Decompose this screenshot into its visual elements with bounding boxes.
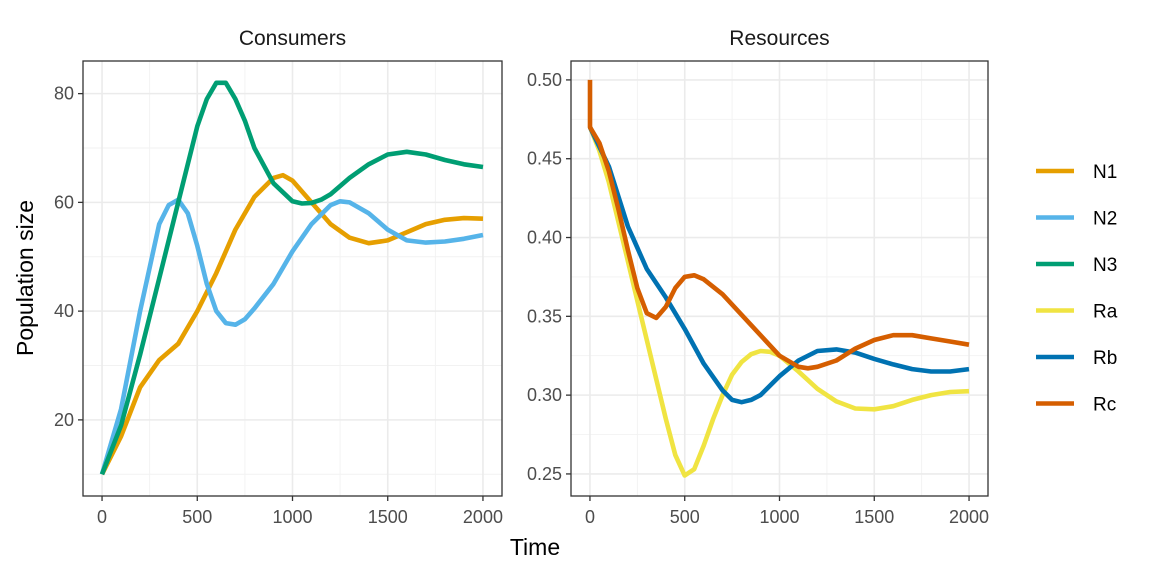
series-line-ra (587, 126, 970, 478)
legend-item-rc: Rc (1036, 395, 1116, 416)
legend-label-n2: N2 (1093, 209, 1117, 230)
x-tick-label: 1000 (272, 507, 312, 527)
series-line-rb (587, 126, 970, 405)
x-tick-label: 2000 (463, 507, 503, 527)
x-tick-label: 1500 (854, 507, 894, 527)
legend-item-n1: N1 (1036, 162, 1117, 183)
y-tick-label: 0.25 (527, 464, 562, 484)
y-tick-label: 60 (54, 192, 74, 212)
series-line-n3 (99, 80, 484, 476)
x-tick-label: 1500 (368, 507, 408, 527)
x-tick-label: 1000 (759, 507, 799, 527)
x-tick-label: 2000 (949, 507, 989, 527)
legend-item-n3: N3 (1036, 255, 1117, 276)
panel-consumers: Consumers 0 500 1000 1500 2000 20 40 60 80 (54, 27, 503, 527)
panel-title-resources: Resources (729, 27, 829, 50)
y-tick-label: 0.35 (527, 306, 562, 326)
series-line-rc (587, 79, 970, 371)
y-tick-label: 0.50 (527, 70, 562, 90)
y-tick-label: 80 (54, 84, 74, 104)
legend-label-n3: N3 (1093, 255, 1117, 276)
panel-resources: Resources 0 500 1000 1500 2000 0.25 0.30 0.35 0.4… (527, 27, 989, 527)
x-axis-title: Time (510, 534, 560, 560)
x-tick-label: 0 (97, 507, 107, 527)
y-tick-label: 0.45 (527, 149, 562, 169)
legend-item-ra: Ra (1036, 302, 1118, 323)
y-tick-label: 0.40 (527, 228, 562, 248)
legend-label-n1: N1 (1093, 162, 1117, 183)
x-tick-label: 500 (182, 507, 212, 527)
y-axis-title: Population size (12, 200, 38, 356)
legend-label-ra: Ra (1093, 302, 1118, 323)
x-tick-label: 0 (585, 507, 595, 527)
y-tick-label: 20 (54, 410, 74, 430)
series-line-n1 (99, 172, 484, 476)
y-tick-label: 40 (54, 301, 74, 321)
legend-label-rb: Rb (1093, 348, 1117, 369)
series-line-n2 (99, 197, 484, 475)
legend-item-n2: N2 (1036, 209, 1117, 230)
panels-layer: Consumers 0 500 1000 1500 2000 20 40 60 80 Resourc… (54, 27, 989, 527)
legend-item-rb: Rb (1036, 348, 1117, 369)
legend-label-rc: Rc (1093, 395, 1116, 416)
panel-title-consumers: Consumers (239, 27, 346, 50)
x-tick-label: 500 (670, 507, 700, 527)
y-tick-label: 0.30 (527, 385, 562, 405)
legend: N1 N2 N3 Ra Rb Rc (1036, 162, 1118, 416)
